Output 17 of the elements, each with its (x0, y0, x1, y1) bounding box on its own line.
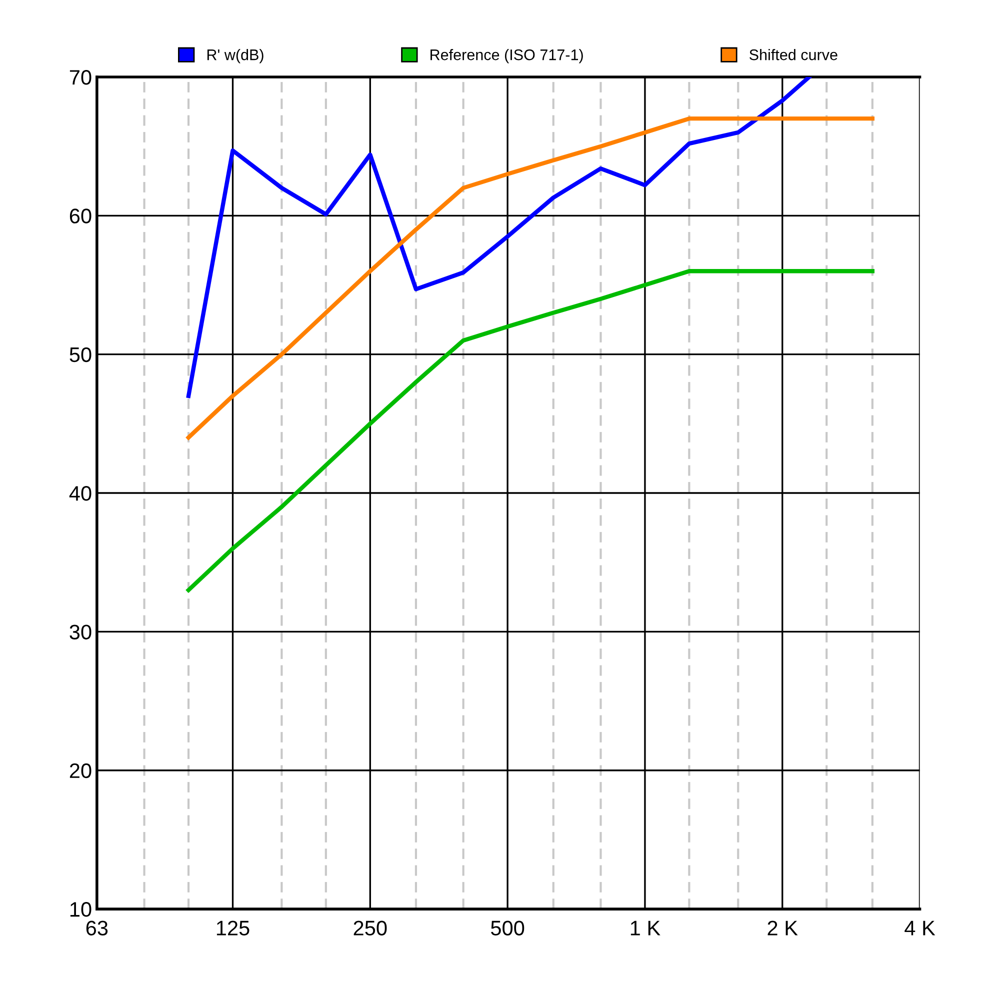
x-tick-label: 4 K (904, 920, 936, 936)
x-tick-label: 1 K (630, 920, 660, 936)
legend-label: R' w(dB) (207, 49, 264, 64)
x-tick-label: 250 (354, 920, 387, 936)
x-tick-label: 63 (86, 920, 108, 936)
y-tick-label: 30 (70, 624, 92, 640)
y-tick-label: 60 (70, 208, 92, 224)
x-tick-label: 500 (491, 920, 524, 936)
y-tick-label: 20 (70, 763, 92, 778)
x-tick-label: 125 (216, 920, 250, 936)
legend-label: Shifted curve (750, 49, 838, 60)
y-tick-label: 10 (70, 902, 92, 917)
y-tick-label: 70 (70, 70, 92, 85)
legend-label: Reference (ISO 717-1) (430, 49, 583, 64)
y-tick-label: 50 (70, 347, 92, 362)
x-tick-label: 2 K (768, 920, 798, 936)
y-tick-label: 40 (69, 486, 92, 501)
